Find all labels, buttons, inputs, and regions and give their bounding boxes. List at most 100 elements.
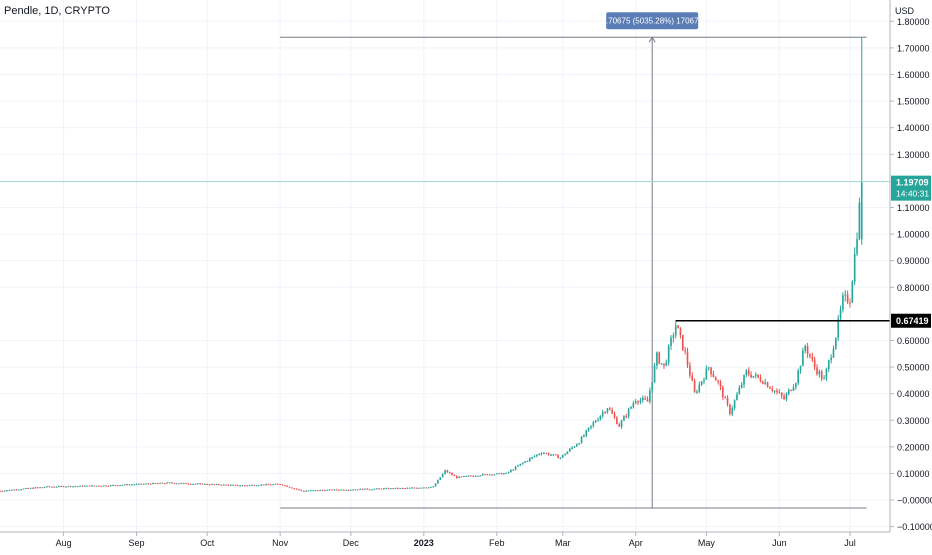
candle-body (766, 382, 769, 388)
candle-body (592, 422, 595, 426)
candle-body (20, 489, 23, 491)
candles (0, 37, 863, 492)
candle-body (663, 363, 665, 366)
x-tick-label: Jun (772, 538, 787, 548)
candle-body (83, 485, 86, 487)
candle-body (731, 407, 734, 415)
candle-body (639, 400, 642, 403)
candle-body (773, 390, 776, 392)
level-price-label: 0.67419 (896, 316, 929, 326)
candle-body (392, 488, 395, 490)
candle-body (281, 484, 284, 486)
candle-body (712, 374, 715, 377)
candle-body (627, 408, 630, 417)
candle-body (39, 487, 41, 489)
candle-body (340, 489, 343, 491)
y-tick-label: −0.00000 (897, 496, 932, 506)
candle-body (317, 490, 319, 492)
candle-body (375, 488, 378, 490)
candle-body (65, 486, 67, 488)
candle-body (251, 484, 253, 486)
candle-body (849, 302, 851, 304)
candle-body (232, 484, 234, 486)
y-tick-label: 1.50000 (897, 97, 930, 107)
x-tick-label: Nov (272, 538, 289, 548)
candle-body (827, 360, 830, 369)
candle-body (128, 484, 131, 486)
candle-body (573, 446, 576, 448)
candle-body (674, 325, 677, 336)
candle-body (528, 458, 531, 462)
y-tick-label: 1.00000 (897, 230, 930, 240)
candle-body (842, 295, 844, 310)
candle-body (345, 490, 347, 492)
y-tick-label: 0.30000 (897, 416, 930, 426)
candle-body (394, 487, 397, 489)
candle-body (616, 417, 618, 425)
candle-body (81, 485, 84, 487)
candle-body (364, 488, 366, 490)
y-tick-label: 1.70000 (897, 43, 930, 53)
candle-body (470, 475, 472, 477)
candle-body (267, 484, 270, 486)
candle-body (58, 486, 60, 488)
candle-body (222, 484, 225, 486)
candle-body (623, 416, 625, 421)
candle-body (371, 489, 373, 491)
candle-body (154, 482, 157, 484)
x-tick-label: Dec (343, 538, 360, 548)
candle-body (444, 470, 446, 474)
candle-body (15, 489, 18, 491)
candle-body (460, 476, 463, 478)
candle-body (441, 473, 444, 478)
horizontal-level[interactable] (0, 181, 890, 322)
candle-body (776, 390, 778, 393)
candle-body (437, 479, 439, 484)
candle-body (293, 488, 296, 490)
candle-body (472, 475, 475, 477)
candle-body (95, 485, 98, 487)
candle-body (521, 462, 524, 464)
candle-body (550, 454, 552, 456)
candle-body (677, 325, 679, 329)
candle-body (373, 488, 376, 490)
y-tick-label: 1.60000 (897, 70, 930, 80)
candle-body (604, 412, 606, 414)
candle-body (161, 482, 164, 484)
candle-body (637, 401, 639, 403)
candle-body (552, 454, 555, 456)
candle-body (357, 489, 359, 491)
candle-body (413, 487, 416, 489)
candle-body (653, 365, 656, 383)
candle-body (328, 489, 331, 491)
candle-body (352, 489, 354, 491)
candle-body (816, 367, 818, 375)
candle-body (309, 490, 312, 492)
measure-label-box (606, 12, 699, 30)
candle-body (590, 425, 592, 428)
candle-body (703, 379, 705, 382)
candle-body (641, 397, 644, 401)
candle-body (665, 362, 668, 366)
x-tick-label: Jul (844, 538, 856, 548)
candle-body (724, 397, 727, 399)
candle-body (48, 486, 51, 488)
candle-body (790, 389, 792, 391)
candle-body (74, 486, 77, 488)
candle-body (463, 476, 465, 478)
measure-tool[interactable]: 1.70675 (5035.28%) 170675 (280, 12, 867, 509)
candle-body (91, 485, 93, 487)
candle-body (241, 485, 244, 487)
candle-body (762, 381, 764, 384)
candle-body (524, 461, 526, 463)
candle-body (738, 387, 741, 395)
candle-body (566, 451, 569, 455)
candle-body (253, 484, 256, 486)
measure-label: 1.70675 (5035.28%) 170675 (601, 17, 703, 26)
candle-body (211, 484, 213, 486)
candle-body (13, 489, 15, 491)
candle-body (439, 477, 442, 480)
grid (0, 0, 890, 532)
